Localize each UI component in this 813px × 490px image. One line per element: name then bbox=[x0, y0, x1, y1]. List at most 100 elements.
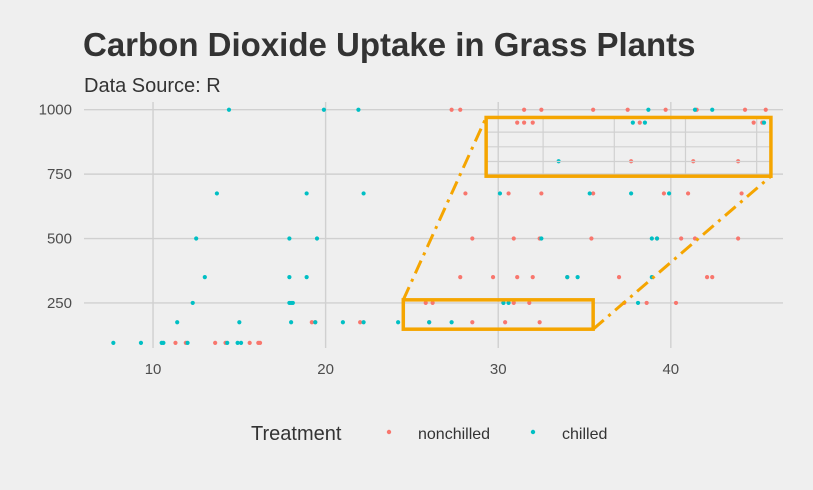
point-nonchilled bbox=[591, 191, 596, 196]
point-chilled bbox=[575, 275, 580, 280]
legend-key-chilled bbox=[530, 429, 536, 435]
point-chilled bbox=[111, 340, 116, 345]
legend: Treatment nonchilled chilled bbox=[251, 423, 607, 445]
point-chilled bbox=[138, 340, 144, 345]
point-nonchilled bbox=[527, 300, 532, 306]
point-chilled bbox=[501, 300, 506, 306]
point-nonchilled bbox=[213, 340, 218, 345]
point-chilled bbox=[497, 191, 503, 196]
point-nonchilled bbox=[625, 107, 630, 112]
point-chilled bbox=[565, 275, 570, 280]
x-tick-label: 30 bbox=[490, 361, 507, 378]
point-chilled bbox=[190, 300, 195, 306]
point-chilled bbox=[630, 120, 635, 125]
point-chilled bbox=[238, 340, 244, 345]
point-chilled bbox=[290, 300, 295, 306]
y-tick-label: 250 bbox=[47, 295, 72, 312]
point-chilled bbox=[761, 120, 767, 125]
point-nonchilled bbox=[511, 300, 516, 306]
point-nonchilled bbox=[522, 120, 527, 125]
point-chilled bbox=[304, 191, 309, 196]
point-chilled bbox=[225, 340, 230, 345]
point-chilled bbox=[287, 236, 292, 241]
point-nonchilled bbox=[663, 107, 668, 112]
point-nonchilled bbox=[470, 236, 475, 241]
point-nonchilled bbox=[515, 275, 520, 280]
point-chilled bbox=[289, 320, 294, 325]
point-nonchilled bbox=[530, 120, 535, 125]
point-chilled bbox=[654, 236, 660, 241]
legend-label-chilled: chilled bbox=[562, 426, 607, 443]
point-chilled bbox=[214, 191, 219, 196]
point-chilled bbox=[642, 120, 648, 125]
point-nonchilled bbox=[490, 275, 496, 280]
point-nonchilled bbox=[685, 191, 691, 196]
point-chilled bbox=[629, 191, 634, 196]
point-nonchilled bbox=[358, 320, 363, 325]
point-nonchilled bbox=[710, 275, 715, 280]
point-nonchilled bbox=[423, 300, 428, 306]
point-chilled bbox=[506, 300, 511, 306]
x-axis: 10 20 30 40 bbox=[145, 361, 679, 378]
legend-title: Treatment bbox=[251, 423, 342, 445]
point-chilled bbox=[635, 300, 641, 306]
point-nonchilled bbox=[616, 275, 622, 280]
point-nonchilled bbox=[522, 107, 527, 112]
point-nonchilled bbox=[470, 320, 475, 325]
point-chilled bbox=[194, 236, 199, 241]
point-nonchilled bbox=[530, 275, 535, 280]
x-tick-label: 10 bbox=[145, 361, 162, 378]
point-nonchilled bbox=[591, 107, 596, 112]
point-nonchilled bbox=[458, 107, 463, 112]
grid-lines bbox=[84, 102, 783, 348]
point-nonchilled bbox=[704, 275, 710, 280]
point-nonchilled bbox=[506, 191, 511, 196]
y-tick-label: 500 bbox=[47, 231, 72, 248]
point-chilled bbox=[287, 275, 292, 280]
point-chilled bbox=[321, 107, 327, 112]
point-chilled bbox=[449, 320, 454, 325]
point-nonchilled bbox=[742, 107, 748, 112]
point-chilled bbox=[185, 340, 190, 345]
point-chilled bbox=[649, 236, 654, 241]
point-chilled bbox=[396, 320, 401, 325]
point-chilled bbox=[226, 107, 232, 112]
zoom-callout bbox=[401, 115, 773, 331]
point-chilled bbox=[587, 191, 592, 196]
point-chilled bbox=[304, 275, 309, 280]
point-nonchilled bbox=[736, 236, 741, 241]
point-nonchilled bbox=[539, 191, 544, 196]
point-nonchilled bbox=[257, 340, 263, 345]
point-chilled bbox=[202, 275, 207, 280]
x-tick-label: 20 bbox=[317, 361, 334, 378]
point-nonchilled bbox=[661, 191, 667, 196]
point-chilled bbox=[539, 236, 544, 241]
point-nonchilled bbox=[430, 300, 435, 306]
point-nonchilled bbox=[673, 300, 679, 306]
point-chilled bbox=[356, 107, 361, 112]
point-nonchilled bbox=[637, 120, 642, 125]
plot-panel: 250 500 750 1000 10 20 30 40 bbox=[39, 102, 783, 378]
point-nonchilled bbox=[458, 275, 463, 280]
point-nonchilled bbox=[644, 300, 649, 306]
point-chilled bbox=[361, 191, 366, 196]
point-chilled bbox=[710, 107, 715, 112]
point-nonchilled bbox=[679, 236, 684, 241]
point-nonchilled bbox=[763, 107, 768, 112]
data-points bbox=[111, 107, 768, 345]
y-tick-label: 750 bbox=[47, 166, 72, 183]
point-nonchilled bbox=[173, 340, 178, 345]
x-tick-label: 40 bbox=[662, 361, 679, 378]
zoom-source-box bbox=[401, 298, 595, 331]
legend-key-nonchilled bbox=[386, 429, 392, 435]
point-chilled bbox=[314, 236, 320, 241]
point-chilled bbox=[235, 340, 240, 345]
point-chilled bbox=[427, 320, 432, 325]
point-chilled bbox=[237, 320, 242, 325]
point-chilled bbox=[340, 320, 345, 325]
chart-title: Carbon Dioxide Uptake in Grass Plants bbox=[83, 26, 696, 63]
point-chilled bbox=[361, 320, 366, 325]
point-nonchilled bbox=[739, 191, 744, 196]
point-nonchilled bbox=[503, 320, 508, 325]
